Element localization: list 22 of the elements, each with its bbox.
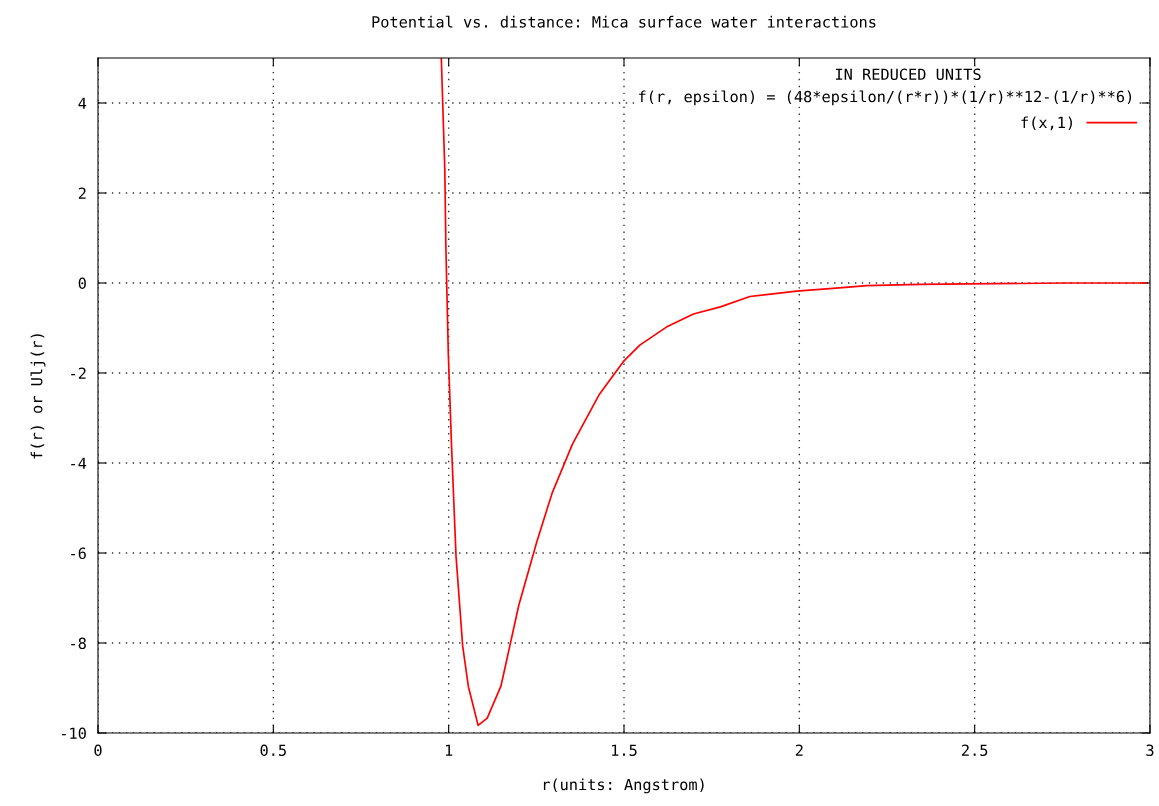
x-tick-label: 0.5	[260, 744, 286, 757]
y-tick-label: -2	[71, 367, 86, 379]
annotation: f(r, epsilon) = (48*epsilon/(r*r))*(1/r)**12-(1/r)**6)	[639, 90, 1132, 106]
x-tick-label: 2	[795, 744, 803, 756]
x-tick-label: 1.5	[612, 744, 637, 757]
y-tick-label: -6	[71, 547, 86, 560]
y-axis-title: f(r) or Ulj(r)	[30, 334, 46, 459]
y-tick-label: 4	[78, 97, 87, 109]
x-tick-label: 3	[1146, 744, 1154, 757]
line-series	[440, 58, 1148, 727]
x-axis-title: r(units: Angstrom)	[543, 778, 704, 794]
legend-label: f(x,1)	[1021, 116, 1072, 131]
chart-title: Potential vs. distance: Mica surface water interactions	[372, 15, 876, 28]
y-tick-label: 2	[78, 187, 86, 199]
annotation: IN REDUCED UNITS	[835, 68, 981, 81]
y-tick-label: 0	[78, 277, 86, 290]
x-tick-label: 1	[445, 744, 453, 756]
y-tick-label: -4	[71, 457, 87, 469]
y-tick-label: -8	[71, 637, 86, 650]
x-tick-label: 0	[94, 744, 102, 757]
x-tick-label: 2.5	[962, 744, 988, 757]
y-tick-label: -10	[61, 727, 86, 740]
